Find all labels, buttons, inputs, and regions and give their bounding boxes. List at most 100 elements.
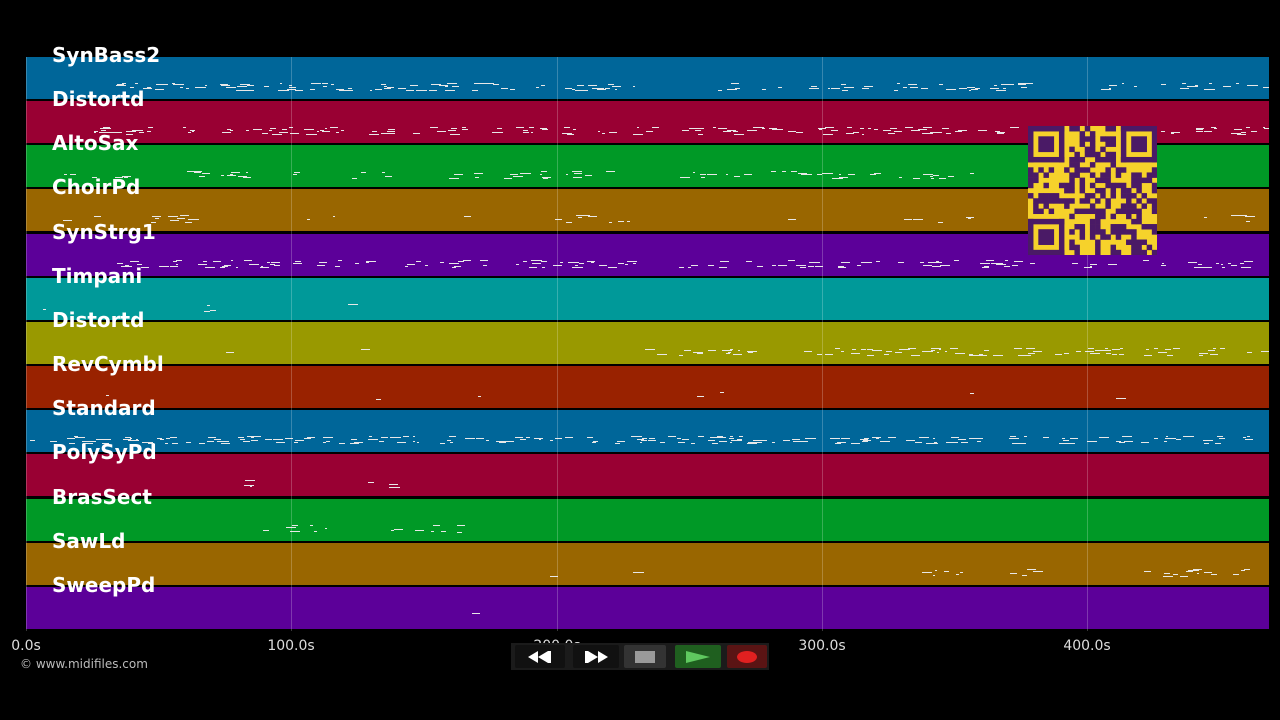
note <box>387 129 396 130</box>
note <box>214 439 222 440</box>
note <box>1220 348 1225 349</box>
note <box>1158 352 1167 353</box>
note <box>166 438 171 439</box>
note <box>432 525 441 526</box>
note <box>971 89 979 90</box>
note <box>839 177 848 178</box>
note <box>588 85 597 86</box>
note <box>1211 574 1217 575</box>
note <box>177 218 186 219</box>
note <box>579 263 584 264</box>
rewind-button[interactable] <box>515 645 565 668</box>
note <box>338 260 342 261</box>
note <box>430 84 442 85</box>
note <box>293 263 302 264</box>
track-lane[interactable] <box>26 410 1269 452</box>
record-button[interactable] <box>727 645 767 668</box>
note <box>448 178 460 179</box>
note <box>585 175 592 176</box>
note <box>550 440 553 441</box>
note <box>800 174 812 175</box>
note <box>542 129 549 130</box>
note <box>130 438 133 439</box>
note <box>1070 438 1078 439</box>
note <box>696 396 705 397</box>
note <box>503 178 512 179</box>
note <box>648 440 656 441</box>
track-lane[interactable] <box>26 499 1269 541</box>
track-lane[interactable] <box>26 322 1269 364</box>
note <box>1181 83 1186 84</box>
note <box>1000 84 1005 85</box>
note <box>182 127 186 128</box>
note <box>69 174 77 175</box>
note <box>1095 350 1105 351</box>
note <box>930 348 940 349</box>
note <box>690 443 695 444</box>
note <box>146 87 151 88</box>
track-lane[interactable] <box>26 57 1269 99</box>
track-lane[interactable] <box>26 278 1269 320</box>
note <box>245 172 249 173</box>
note <box>1193 267 1200 268</box>
note <box>564 437 573 438</box>
track-lane[interactable] <box>26 454 1269 496</box>
note <box>936 352 940 353</box>
note <box>832 178 843 179</box>
note <box>246 436 255 437</box>
note <box>99 128 111 129</box>
note <box>712 127 716 128</box>
note <box>632 263 637 264</box>
note <box>1026 348 1035 349</box>
note <box>1124 441 1134 442</box>
note <box>449 442 454 443</box>
note <box>409 85 418 86</box>
note <box>747 443 757 444</box>
stop-button[interactable] <box>624 645 666 668</box>
track-lane[interactable] <box>26 543 1269 585</box>
track-notes <box>26 366 1269 408</box>
note <box>462 260 472 261</box>
note <box>717 90 722 91</box>
note <box>102 132 106 133</box>
note <box>883 354 889 355</box>
note <box>831 88 841 89</box>
note <box>199 443 205 444</box>
note <box>731 440 742 441</box>
note <box>441 531 447 532</box>
note <box>786 440 791 441</box>
note <box>922 351 933 352</box>
note <box>523 130 528 131</box>
time-tick-label: 100.0s <box>267 638 315 654</box>
note <box>202 261 207 262</box>
note <box>350 443 359 444</box>
note <box>1105 348 1108 349</box>
note <box>908 348 916 349</box>
play-button[interactable] <box>675 645 721 668</box>
note <box>238 86 247 87</box>
track-lane[interactable] <box>26 587 1269 629</box>
note <box>803 351 809 352</box>
note <box>251 436 261 437</box>
track-lane[interactable] <box>26 366 1269 408</box>
note <box>389 484 399 485</box>
note <box>811 262 818 263</box>
fast-forward-button[interactable] <box>573 645 619 668</box>
note <box>933 175 939 176</box>
note <box>185 88 190 89</box>
note <box>231 260 234 261</box>
note <box>572 89 576 90</box>
note <box>540 128 547 129</box>
note <box>94 131 99 132</box>
note <box>905 440 916 441</box>
note <box>252 129 262 130</box>
note <box>838 266 845 267</box>
note <box>1033 351 1043 352</box>
note <box>1003 266 1011 267</box>
note <box>319 262 328 263</box>
note <box>811 86 817 87</box>
note <box>1027 353 1035 354</box>
grid-line <box>822 57 823 631</box>
note <box>648 438 655 439</box>
note <box>853 132 859 133</box>
